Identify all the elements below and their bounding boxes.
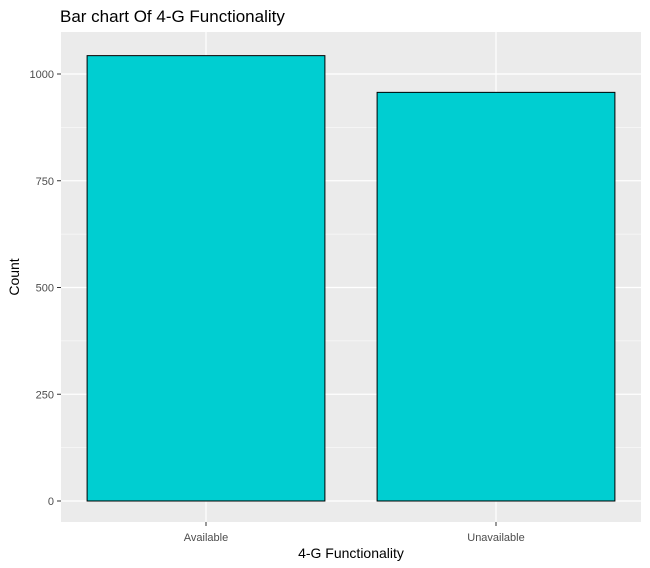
y-tick-label: 0 [48,496,54,508]
x-tick-label: Unavailable [467,532,524,544]
bar-unavailable [376,91,616,502]
chart-title: Bar chart Of 4-G Functionality [60,7,285,26]
y-tick-label: 500 [36,283,54,295]
bars [86,55,616,502]
y-tick-label: 750 [36,176,54,188]
x-axis-ticks: Available Unavailable [184,522,525,544]
x-tick-label: Available [184,532,228,544]
bar-available [86,55,326,502]
y-axis-title: Count [6,258,22,295]
x-axis-title: 4-G Functionality [298,545,404,561]
y-tick-label: 250 [36,389,54,401]
y-axis-ticks: 0 250 500 750 1000 [30,69,61,508]
y-tick-label: 1000 [30,69,54,81]
